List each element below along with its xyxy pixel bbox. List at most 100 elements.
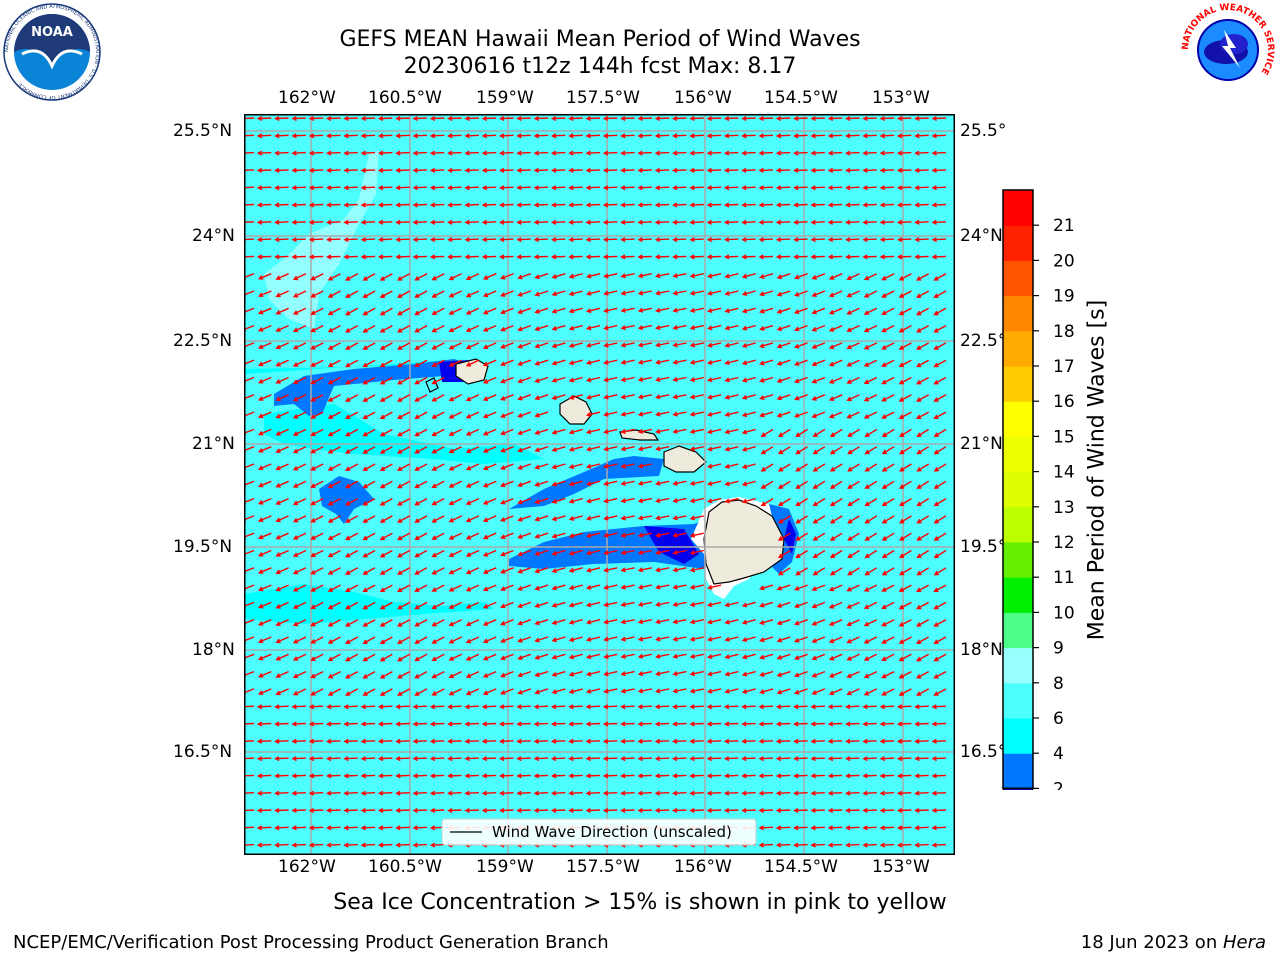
wind-arrow: [360, 773, 376, 779]
wind-arrow: [724, 480, 739, 487]
wind-arrow: [256, 185, 272, 191]
chart-title: GEFS MEAN Hawaii Mean Period of Wind Wav…: [339, 27, 861, 52]
wind-arrow: [672, 773, 687, 779]
wind-arrow: [845, 185, 860, 191]
wind-arrow: [292, 532, 307, 540]
wind-arrow: [447, 237, 462, 243]
map-panel: Wind Wave Direction (unscaled): [244, 114, 955, 855]
wind-arrow: [846, 584, 860, 592]
wind-arrow: [881, 480, 895, 489]
wind-arrow: [568, 273, 583, 279]
wind-arrow: [759, 290, 774, 297]
wind-arrow: [654, 167, 670, 173]
wind-arrow: [464, 133, 479, 139]
wind-arrow: [585, 273, 601, 279]
wind-arrow: [759, 324, 774, 331]
wind-arrow: [706, 653, 722, 659]
wind-arrow: [933, 428, 947, 437]
wind-arrow: [360, 704, 376, 710]
wind-arrow: [602, 133, 618, 139]
wind-arrow: [275, 307, 289, 315]
lon-tick-label: 157.5°W: [566, 88, 640, 108]
wind-arrow: [534, 653, 549, 660]
wind-arrow: [345, 359, 359, 368]
wind-arrow: [603, 636, 618, 642]
wind-arrow: [345, 567, 359, 575]
wind-arrow: [759, 307, 774, 314]
wind-arrow: [655, 376, 670, 382]
lat-tick-label: 25.5°N: [173, 121, 233, 141]
wind-arrow: [550, 219, 566, 225]
wind-arrow: [847, 463, 860, 472]
wind-arrow: [585, 237, 601, 243]
wind-arrow: [896, 202, 912, 208]
wind-arrow: [845, 738, 860, 744]
wind-arrow: [310, 619, 324, 627]
wind-arrow: [741, 307, 756, 314]
wind-arrow: [776, 290, 791, 297]
wind-arrow: [862, 825, 877, 831]
wind-arrow: [447, 756, 462, 762]
wind-arrow: [827, 738, 843, 744]
wind-arrow: [689, 532, 704, 538]
wind-arrow: [811, 290, 826, 297]
colorbar-segment: [1003, 718, 1033, 754]
wind-arrow: [308, 825, 324, 831]
wind-arrow: [499, 219, 514, 225]
wind-arrow: [585, 202, 601, 208]
wind-arrow: [275, 359, 289, 367]
wind-arrow: [447, 202, 462, 208]
wind-arrow: [811, 324, 826, 332]
wind-arrow: [274, 237, 289, 243]
wind-arrow: [827, 807, 843, 814]
wind-arrow: [412, 704, 428, 710]
wind-arrow: [534, 342, 549, 349]
wind-arrow: [412, 167, 428, 173]
wind-arrow: [777, 532, 791, 541]
wind-arrow: [899, 463, 912, 472]
wind-arrow: [362, 273, 376, 281]
wind-arrow: [326, 738, 341, 744]
wind-arrow: [585, 150, 601, 156]
wind-arrow: [794, 601, 808, 609]
wind-arrow: [517, 480, 532, 487]
wind-arrow: [377, 185, 393, 191]
wind-arrow: [723, 721, 739, 727]
wind-arrow: [379, 428, 393, 437]
wind-arrow: [499, 202, 514, 208]
wind-arrow: [500, 515, 514, 522]
wind-arrow: [568, 497, 583, 504]
wind-arrow: [603, 532, 618, 538]
wind-arrow: [568, 115, 583, 122]
wind-arrow: [345, 601, 359, 610]
wind-arrow: [827, 133, 843, 139]
wind-arrow: [412, 842, 428, 848]
wind-arrow: [881, 532, 895, 541]
wind-arrow: [602, 202, 618, 208]
wind-arrow: [794, 584, 808, 591]
wind-arrow: [758, 115, 774, 122]
wind-arrow: [500, 688, 514, 695]
wind-arrow: [760, 446, 774, 455]
wind-arrow: [360, 115, 376, 122]
wind-arrow: [879, 738, 895, 744]
wind-arrow: [881, 601, 895, 610]
wind-arrow: [379, 515, 393, 523]
colorbar-segment: [1003, 647, 1033, 684]
wind-arrow: [931, 825, 947, 831]
wind-arrow: [931, 219, 947, 225]
wind-arrow: [620, 619, 635, 625]
wind-arrow: [602, 167, 618, 173]
wind-arrow: [534, 359, 549, 366]
wind-arrow: [516, 790, 531, 796]
wind-arrow: [377, 842, 393, 848]
wind-arrow: [397, 636, 411, 644]
wind-arrow: [585, 670, 601, 677]
colorbar-segment: [1003, 225, 1033, 261]
period-contour-blue: [274, 359, 469, 416]
wind-arrow: [292, 463, 307, 471]
wind-arrow: [448, 619, 462, 627]
wind-arrow: [550, 185, 566, 191]
wind-arrow: [257, 463, 272, 471]
wind-arrow: [585, 115, 601, 122]
